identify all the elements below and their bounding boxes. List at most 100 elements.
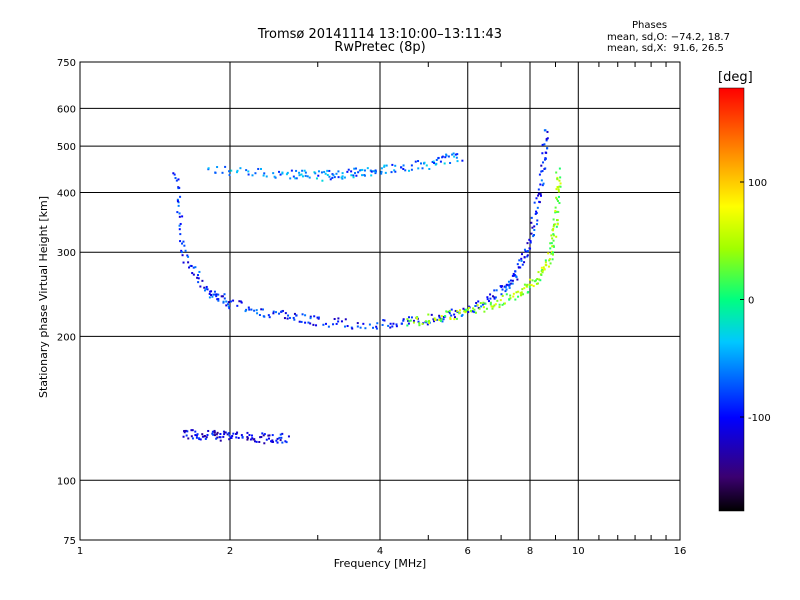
data-point [555, 188, 558, 191]
data-point [389, 322, 392, 325]
data-point [380, 172, 383, 175]
data-point [473, 311, 476, 314]
data-point [533, 233, 536, 236]
data-point [469, 309, 472, 312]
data-point [526, 254, 529, 257]
data-point [182, 240, 185, 243]
data-point [304, 314, 307, 317]
data-point [257, 167, 260, 170]
data-point [407, 322, 410, 325]
data-point [511, 282, 514, 285]
data-point [450, 314, 453, 317]
data-point [543, 268, 546, 271]
data-point [175, 179, 178, 182]
data-point [452, 152, 455, 155]
data-point [199, 285, 202, 288]
data-point [245, 308, 248, 311]
data-point [410, 168, 413, 171]
data-point [551, 229, 554, 232]
data-point [239, 167, 242, 170]
data-point [551, 251, 554, 254]
data-point [536, 206, 539, 209]
data-point [208, 292, 211, 295]
y-tick-label: 400 [57, 188, 76, 199]
data-point [555, 225, 558, 228]
data-point [217, 298, 220, 301]
data-point [353, 167, 356, 170]
data-point [394, 164, 397, 167]
data-point [361, 168, 364, 171]
data-point [435, 162, 438, 165]
data-point [536, 282, 539, 285]
data-point [526, 250, 529, 253]
data-point [548, 258, 551, 261]
data-point [267, 437, 270, 440]
data-point [394, 170, 397, 173]
data-point [556, 198, 559, 201]
data-point [247, 170, 250, 173]
data-point [326, 169, 329, 172]
data-point [240, 434, 243, 437]
data-point [284, 312, 287, 315]
data-point [225, 300, 228, 303]
data-point [491, 307, 494, 310]
data-point [182, 435, 185, 438]
data-point [558, 179, 561, 182]
data-point [235, 171, 238, 174]
data-point [246, 438, 249, 441]
data-point [554, 223, 557, 226]
phase-colorbar [718, 87, 745, 512]
data-point [259, 167, 262, 170]
data-point [248, 434, 251, 437]
data-point [540, 170, 543, 173]
data-point [390, 171, 393, 174]
data-point [337, 170, 340, 173]
data-point [215, 295, 218, 298]
data-point [317, 316, 320, 319]
data-point [249, 438, 252, 441]
data-point [201, 435, 204, 438]
data-point [535, 223, 538, 226]
data-point [531, 279, 534, 282]
data-point [178, 228, 181, 231]
data-point [556, 223, 559, 226]
data-point [450, 308, 453, 311]
data-point [226, 433, 229, 436]
data-point [536, 278, 539, 281]
data-point [453, 316, 456, 319]
data-point [520, 253, 523, 256]
data-point [425, 321, 428, 324]
data-point [508, 298, 511, 301]
data-point [267, 434, 270, 437]
data-point [404, 169, 407, 172]
data-point [456, 160, 459, 163]
data-point [507, 280, 510, 283]
data-point [374, 172, 377, 175]
data-point [540, 164, 543, 167]
data-point [444, 156, 447, 159]
data-point [273, 175, 276, 178]
y-axis-label: Stationary phase Virtual Height [km] [37, 196, 50, 398]
data-point [552, 218, 555, 221]
data-point [236, 169, 239, 172]
data-point [556, 177, 559, 180]
data-point [559, 176, 562, 179]
data-point [541, 152, 544, 155]
data-point [557, 200, 560, 203]
data-point [554, 211, 557, 214]
data-point [559, 185, 562, 188]
data-point [533, 225, 536, 228]
data-point [287, 314, 290, 317]
data-point [544, 167, 547, 170]
data-point [500, 293, 503, 296]
colorbar-tick-label: 0 [748, 296, 754, 307]
data-point [435, 158, 438, 161]
data-point [304, 174, 307, 177]
data-point [337, 317, 340, 320]
data-point [486, 298, 489, 301]
data-point [504, 290, 507, 293]
data-point [512, 292, 515, 295]
data-point [479, 302, 482, 305]
data-point [499, 299, 502, 302]
data-point [201, 433, 204, 436]
